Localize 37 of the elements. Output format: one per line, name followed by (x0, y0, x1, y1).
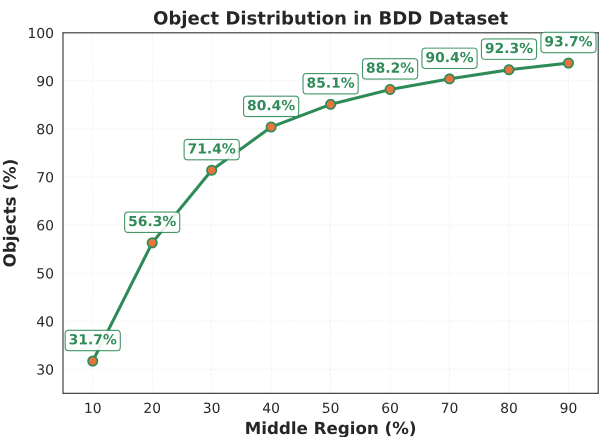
x-tick-label: 30 (204, 402, 220, 414)
data-label: 88.2% (366, 62, 414, 73)
y-axis-title: Objects (%) (2, 160, 20, 267)
x-tick-label: 60 (382, 402, 398, 414)
y-tick-label: 80 (37, 124, 54, 134)
point (562, 58, 574, 69)
point (384, 84, 396, 95)
y-tick-label: 40 (36, 316, 54, 327)
y-tick-label: 60 (37, 220, 54, 231)
point (87, 356, 98, 367)
data-label: 85.1% (307, 77, 354, 88)
data-label: 92.3% (486, 42, 533, 54)
x-tick-label: 70 (442, 402, 458, 414)
x-tick-label: 20 (144, 402, 160, 414)
data-label: 90.4% (426, 52, 474, 62)
data-label: 71.4% (188, 143, 236, 154)
y-tick-label: 90 (37, 76, 54, 86)
point (504, 64, 514, 76)
chart-title: Object Distribution in BDD Dataset (154, 10, 508, 28)
point (266, 122, 277, 132)
data-label: 31.7% (70, 334, 116, 345)
point (206, 164, 218, 176)
x-tick-label: 50 (322, 402, 339, 414)
data-label: 56.3% (129, 216, 176, 226)
y-tick-label: 30 (37, 364, 54, 375)
point (325, 98, 336, 110)
y-tick-label: 70 (37, 172, 54, 182)
x-tick-label: 80 (501, 402, 517, 414)
data-label: 93.7% (545, 36, 592, 46)
data-label: 80.4% (248, 100, 295, 110)
point (444, 73, 456, 84)
x-tick-label: 90 (560, 402, 576, 414)
y-tick-label: 100 (28, 28, 54, 38)
x-tick-label: 10 (85, 402, 101, 414)
y-tick-label: 50 (37, 268, 54, 279)
x-tick-label: 40 (262, 402, 280, 414)
point (146, 237, 158, 248)
